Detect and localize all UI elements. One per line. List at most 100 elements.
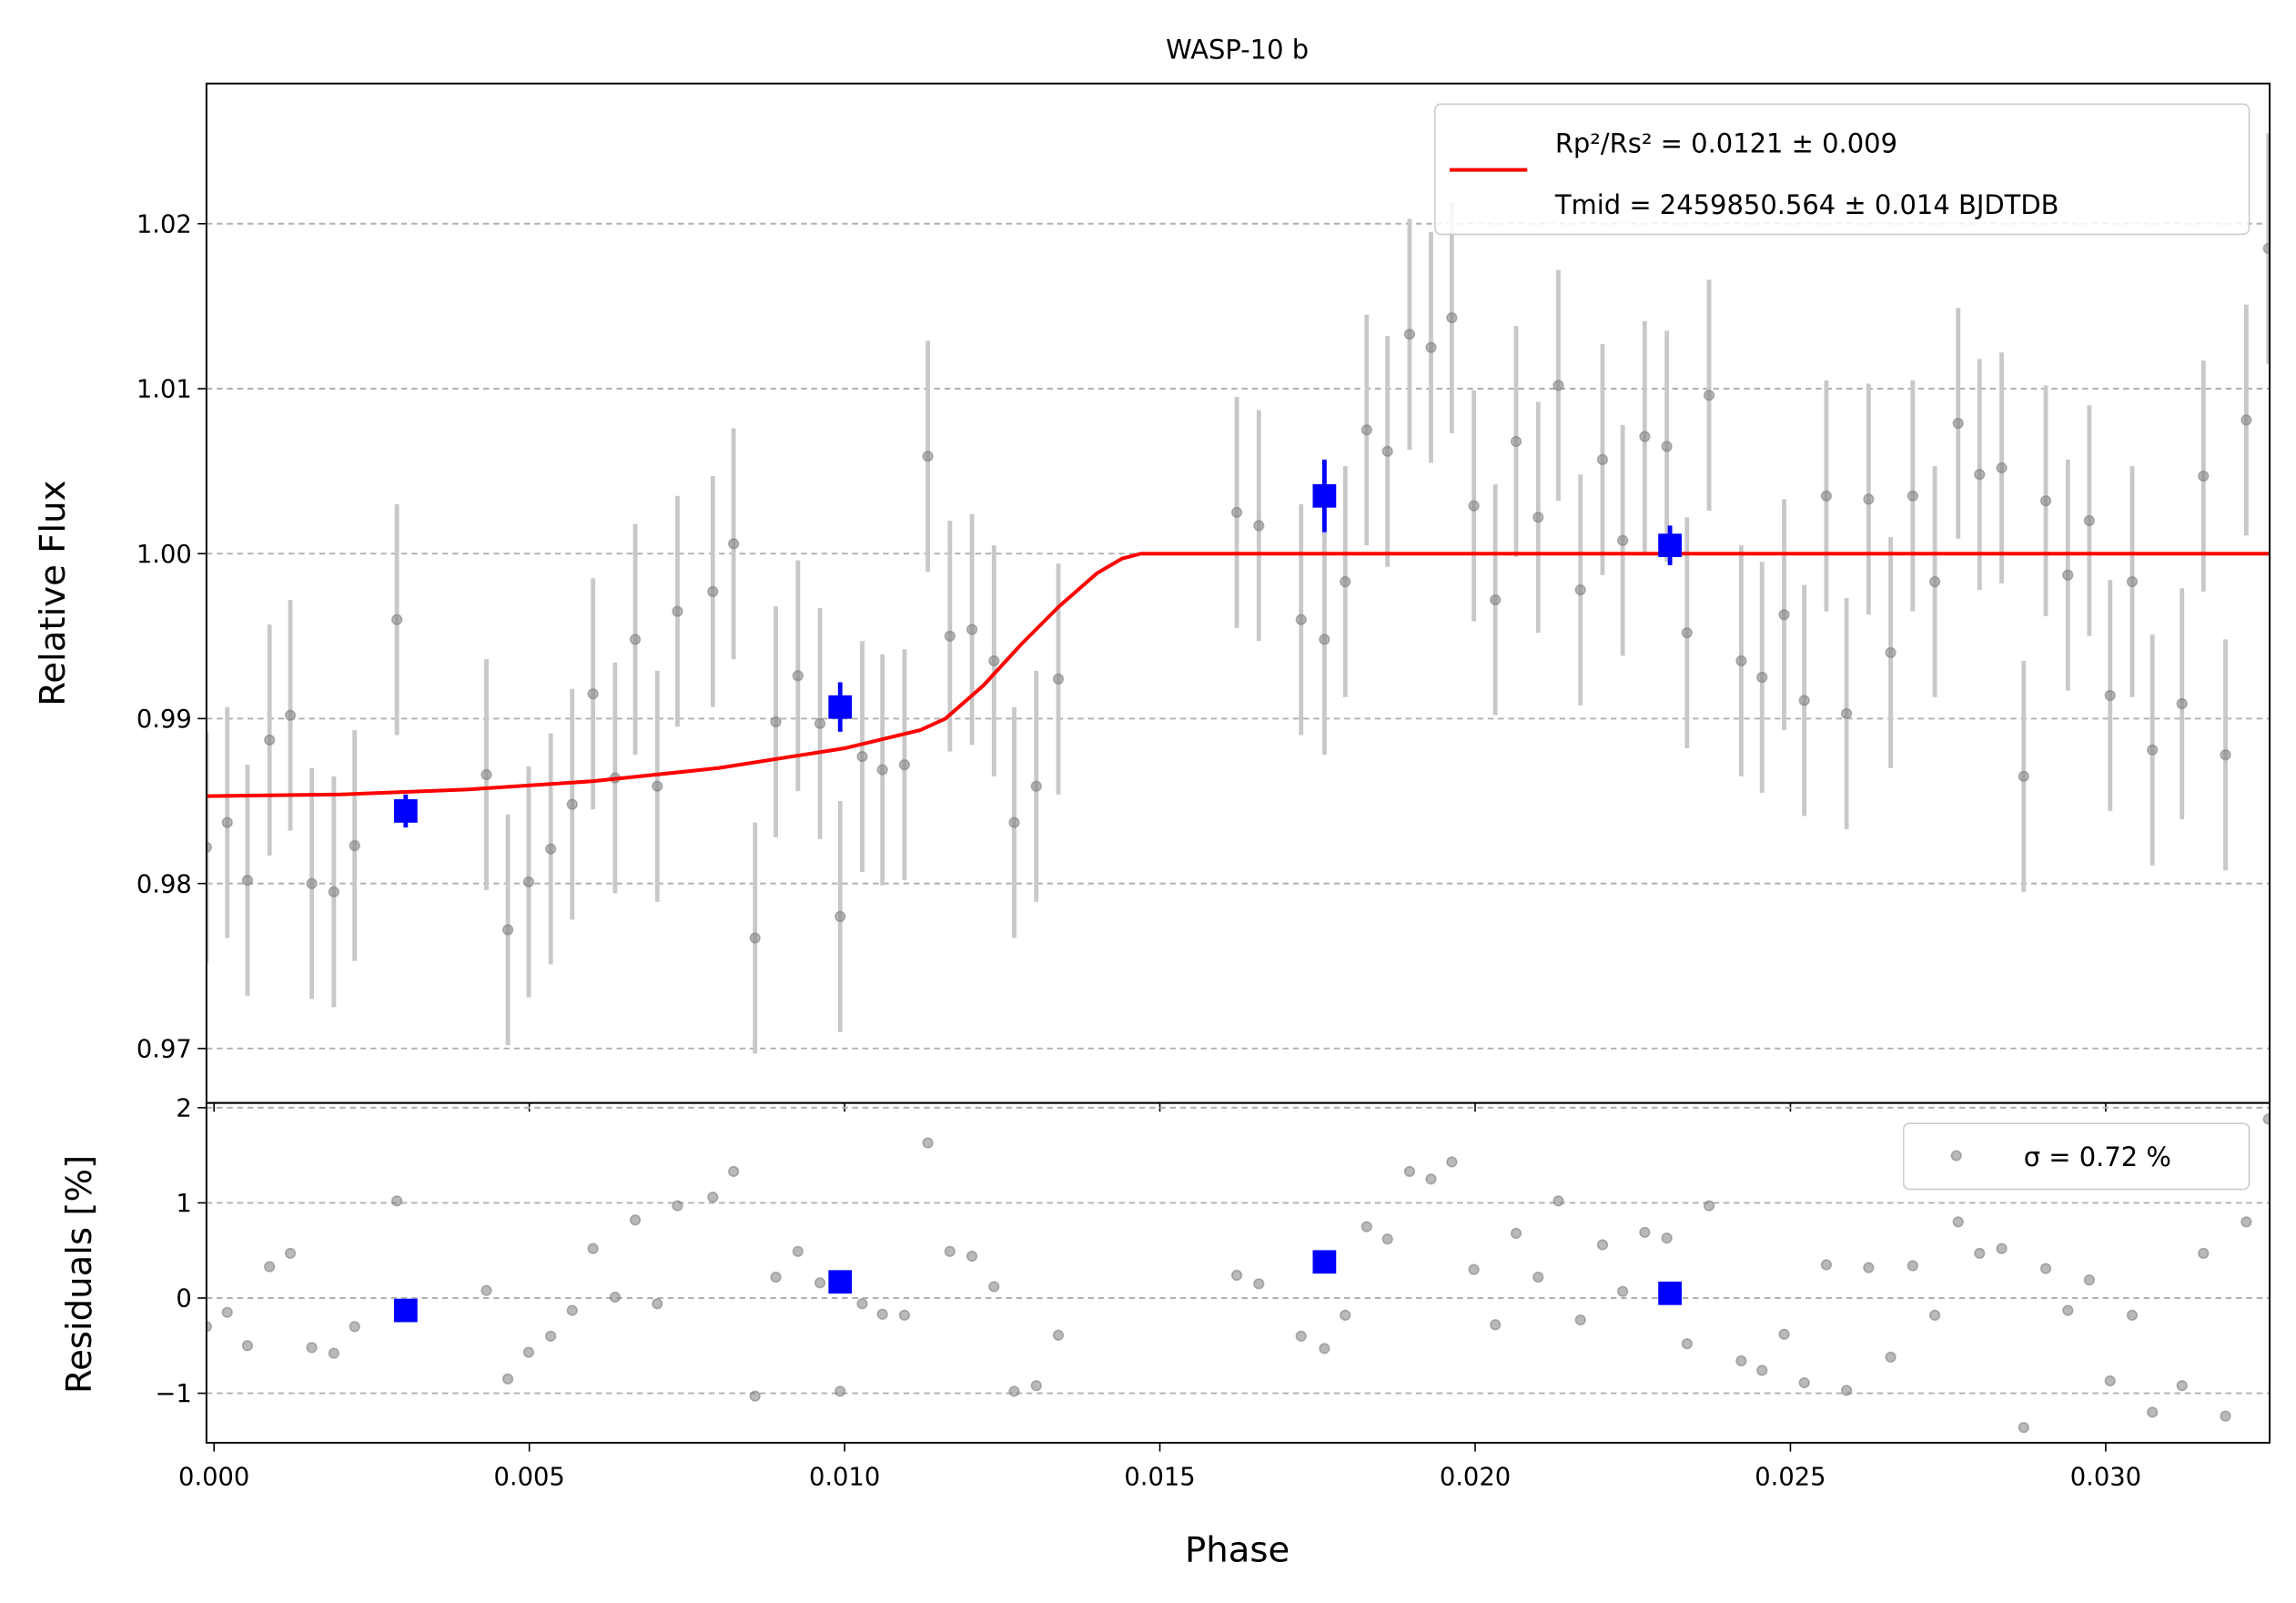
data-point — [2083, 514, 2095, 527]
residual-point — [1952, 1216, 1964, 1228]
residual-point — [1778, 1328, 1790, 1340]
y-tick-label: 0.98 — [137, 870, 192, 898]
data-point — [1820, 490, 1833, 502]
legend-label: Tmid = 2459850.564 ± 0.014 BJDTDB — [1554, 189, 2059, 220]
residual-point — [2176, 1380, 2188, 1392]
x-tick-label: 0.000 — [178, 1464, 249, 1492]
residual-point — [241, 1340, 254, 1352]
data-point — [1381, 445, 1393, 457]
data-point — [728, 538, 740, 550]
data-point — [2262, 242, 2271, 255]
residual-point — [480, 1284, 492, 1296]
residual-point — [1996, 1243, 2008, 1254]
y-axis-label: Residuals [%] — [59, 1155, 100, 1394]
data-point — [1553, 380, 1564, 391]
data-point — [1574, 583, 1586, 596]
residual-point — [856, 1298, 868, 1310]
data-point — [1703, 390, 1715, 401]
residual-point — [206, 1321, 212, 1333]
residual-point — [1052, 1329, 1065, 1341]
residual-point — [1425, 1173, 1437, 1185]
residual-point — [1030, 1380, 1042, 1392]
data-point — [2176, 697, 2188, 710]
legend-label: Rp²/Rs² = 0.0121 ± 0.009 — [1555, 127, 1897, 158]
residual-point — [707, 1192, 719, 1203]
residual-point — [1681, 1338, 1693, 1350]
data-point — [1617, 534, 1629, 546]
data-point — [1340, 575, 1351, 588]
residual-point — [1295, 1330, 1307, 1342]
y-tick-label: −1 — [155, 1380, 191, 1408]
residual-point — [284, 1247, 297, 1259]
y-tick-label: 0.97 — [137, 1035, 192, 1063]
residual-point — [2198, 1247, 2210, 1259]
data-point — [814, 717, 826, 729]
legend-label: σ = 0.72 % — [2024, 1141, 2171, 1172]
binned-residual — [393, 1298, 418, 1323]
residual-point — [1319, 1343, 1330, 1354]
data-point — [1295, 614, 1307, 625]
data-point — [1928, 575, 1941, 588]
data-point — [1778, 609, 1790, 621]
residual-point — [944, 1245, 956, 1257]
data-point — [1681, 627, 1693, 639]
residual-point — [966, 1250, 978, 1263]
residual-point — [1553, 1195, 1564, 1207]
residual-point — [1510, 1227, 1522, 1240]
residual-point — [1532, 1271, 1544, 1283]
binned-point — [393, 799, 418, 823]
residual-point — [1008, 1385, 1020, 1397]
data-point — [221, 817, 233, 828]
residual-point — [2104, 1375, 2116, 1387]
residual-point — [349, 1321, 360, 1333]
residual-point — [501, 1373, 514, 1385]
residual-point — [1907, 1260, 1918, 1272]
residual-point — [814, 1277, 826, 1289]
x-axis-label: Phase — [1185, 1529, 1290, 1570]
data-point — [2198, 470, 2210, 482]
y-tick-label: 1.00 — [137, 541, 192, 569]
x-tick-label: 0.030 — [2070, 1464, 2141, 1492]
data-point — [545, 843, 557, 855]
residual-point — [545, 1330, 557, 1342]
binned-residual — [1312, 1250, 1337, 1274]
residual-point — [1617, 1285, 1629, 1297]
residual-point — [609, 1291, 621, 1304]
residual-point — [2220, 1410, 2231, 1422]
legend-box — [1902, 1122, 2250, 1191]
data-point — [876, 764, 888, 776]
data-point — [241, 874, 254, 887]
data-point — [1907, 490, 1918, 502]
data-point — [1596, 453, 1609, 466]
residual-point — [1468, 1263, 1480, 1275]
residual-point — [2083, 1274, 2095, 1286]
binned-residual — [828, 1270, 853, 1294]
residual-point — [629, 1214, 642, 1226]
data-point — [2240, 414, 2252, 426]
data-point — [707, 585, 719, 597]
residual-point — [1820, 1259, 1833, 1271]
data-point — [1952, 417, 1964, 430]
residual-point — [2039, 1263, 2052, 1274]
residual-point — [566, 1304, 578, 1316]
residual-point — [2262, 1113, 2271, 1125]
data-point — [2104, 689, 2116, 702]
residual-point — [1574, 1314, 1586, 1326]
residual-point — [2147, 1406, 2159, 1418]
residual-point — [1863, 1262, 1875, 1273]
data-point — [2147, 744, 2159, 756]
y-axis-label: Relative Flux — [33, 481, 74, 706]
residual-point — [2240, 1216, 2252, 1228]
data-point — [1230, 506, 1243, 519]
residual-point — [2062, 1304, 2074, 1316]
data-point — [1446, 311, 1458, 324]
data-point — [922, 451, 934, 462]
data-point — [1798, 695, 1810, 706]
chart-title: WASP-10 b — [1166, 34, 1309, 65]
residual-point — [1928, 1309, 1941, 1321]
data-point — [2062, 569, 2074, 581]
data-point — [349, 839, 360, 852]
residual-point — [1974, 1247, 1986, 1259]
residual-point — [264, 1261, 276, 1273]
data-point — [1319, 634, 1330, 645]
